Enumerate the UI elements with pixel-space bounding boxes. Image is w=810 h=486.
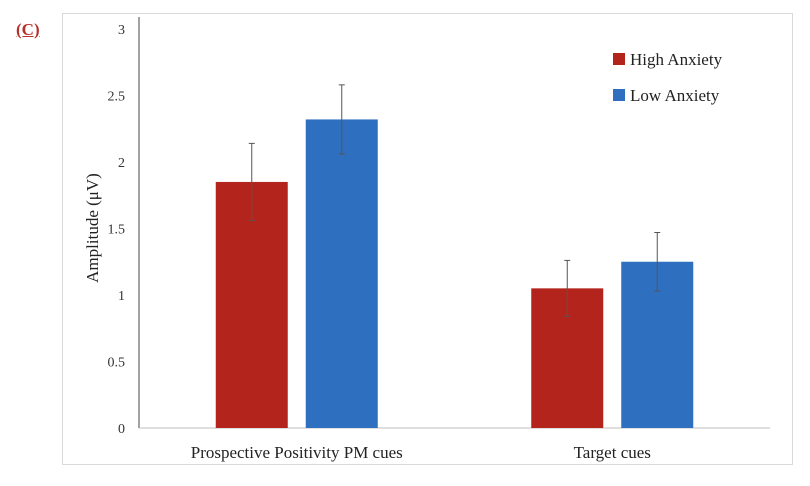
legend-swatch xyxy=(613,53,625,65)
legend-label: Low Anxiety xyxy=(630,86,720,105)
y-axis-ticks: 0 0.5 1 1.5 2 2.5 3 xyxy=(108,23,126,437)
y-axis-title: Amplitude (μV) xyxy=(83,173,102,283)
y-tick-label: 0.5 xyxy=(108,356,126,371)
y-tick-label: 1 xyxy=(118,289,125,304)
bar xyxy=(305,119,378,428)
chart-frame xyxy=(62,13,793,465)
bars-group xyxy=(215,84,694,428)
legend: High Anxiety Low Anxiety xyxy=(613,50,723,105)
y-tick-label: 1.5 xyxy=(108,223,126,238)
x-category-label: Target cues xyxy=(574,443,651,462)
x-category-label: Prospective Positivity PM cues xyxy=(191,443,403,462)
category-labels: Prospective Positivity PM cues Target cue… xyxy=(191,443,651,462)
y-tick-label: 0 xyxy=(118,422,125,437)
legend-swatch xyxy=(613,89,625,101)
y-tick-label: 2 xyxy=(118,156,125,171)
bar xyxy=(215,181,288,428)
legend-label: High Anxiety xyxy=(630,50,723,69)
y-tick-label: 3 xyxy=(118,23,125,38)
y-tick-label: 2.5 xyxy=(108,90,126,105)
panel-label: (C) xyxy=(16,20,40,39)
